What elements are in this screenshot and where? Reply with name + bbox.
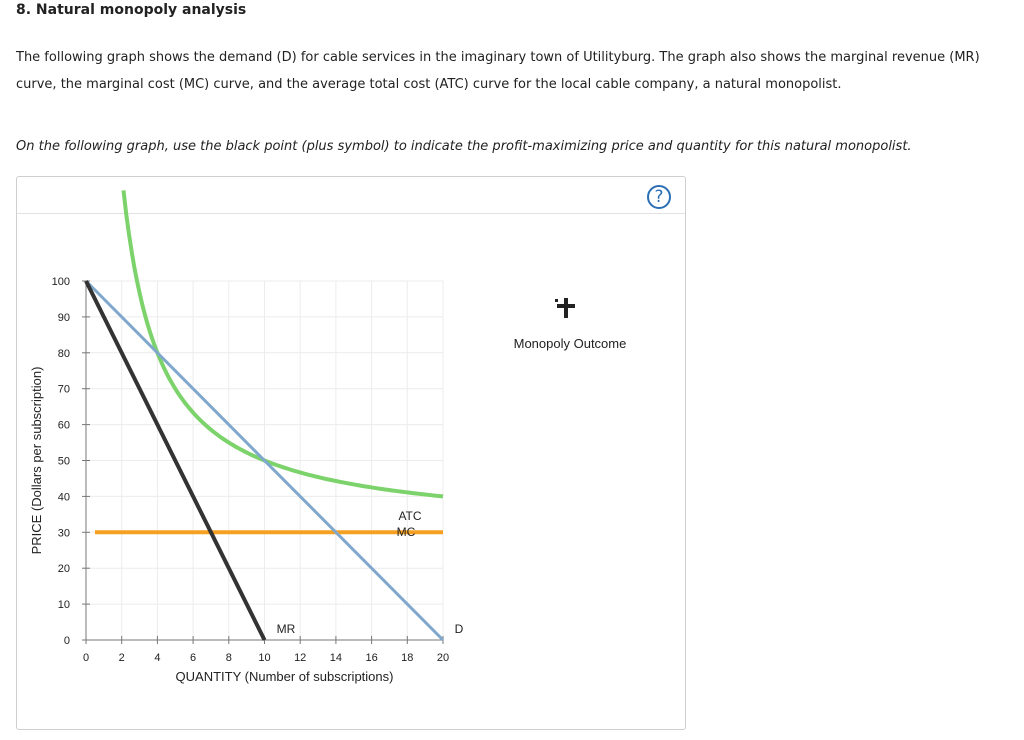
y-tick-label: 40 — [58, 491, 70, 503]
x-tick-label: 4 — [154, 652, 160, 664]
x-tick-label: 14 — [330, 652, 342, 664]
x-tick-label: 10 — [258, 652, 270, 664]
atc-label: ATC — [398, 509, 421, 523]
y-tick-label: 50 — [58, 456, 70, 468]
y-tick-label: 30 — [58, 527, 70, 539]
y-tick-label: 80 — [58, 348, 70, 360]
y-tick-label: 90 — [58, 312, 70, 324]
y-tick-label: 10 — [58, 599, 70, 611]
x-axis-title: QUANTITY (Number of subscriptions) — [176, 669, 394, 684]
mr-label: MR — [277, 622, 296, 636]
monopoly-outcome-tool[interactable] — [551, 296, 581, 320]
x-tick-label: 2 — [119, 652, 125, 664]
page-title: 8. Natural monopoly analysis — [16, 2, 247, 18]
chart-ticks: 0 2 4 6 8 10 12 14 16 18 20 0 10 20 30 40 50 60 70 80 90 100 — [52, 276, 449, 664]
chart-curves — [84, 190, 445, 642]
y-axis-title: PRICE (Dollars per subscription) — [29, 367, 44, 555]
atc-curve — [121, 190, 444, 499]
mc-label: MC — [397, 525, 416, 539]
mr-curve — [84, 280, 267, 641]
demand-curve — [84, 279, 445, 642]
question-description: The following graph shows the demand (D)… — [16, 50, 980, 92]
chart-labels: QUANTITY (Number of subscriptions) PRICE … — [29, 367, 464, 684]
x-tick-label: 8 — [226, 652, 232, 664]
monopoly-outcome-label: Monopoly Outcome — [513, 336, 627, 351]
x-tick-label: 0 — [83, 652, 89, 664]
y-tick-label: 20 — [58, 563, 70, 575]
graph-panel: ? — [16, 176, 686, 730]
x-tick-label: 16 — [365, 652, 377, 664]
help-icon[interactable]: ? — [647, 185, 671, 209]
x-tick-label: 20 — [437, 652, 449, 664]
panel-divider — [17, 213, 685, 214]
x-tick-label: 6 — [190, 652, 196, 664]
question-instruction: On the following graph, use the black po… — [16, 139, 912, 154]
plus-icon — [555, 298, 575, 318]
y-tick-label: 60 — [58, 420, 70, 432]
x-tick-label: 18 — [401, 652, 413, 664]
y-tick-label: 70 — [58, 384, 70, 396]
y-tick-label: 0 — [64, 635, 70, 647]
x-tick-label: 12 — [294, 652, 306, 664]
y-tick-label: 100 — [52, 276, 70, 288]
demand-label: D — [455, 622, 464, 636]
